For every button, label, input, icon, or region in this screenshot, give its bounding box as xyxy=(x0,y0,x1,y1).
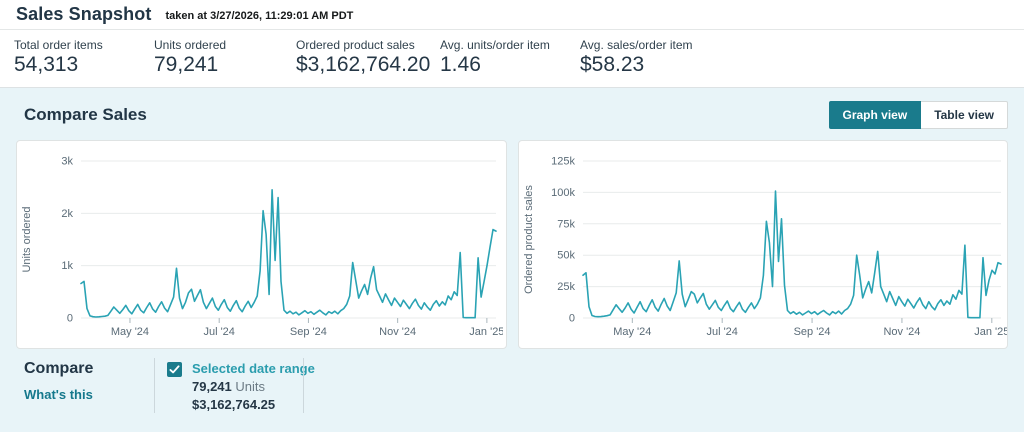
stat-label: Total order items xyxy=(14,38,103,52)
stat-label: Ordered product sales xyxy=(296,38,415,52)
x-tick-label: Jan '25 xyxy=(469,326,503,338)
page-header: Sales Snapshot taken at 3/27/2026, 11:29… xyxy=(0,0,1024,30)
legend-text: Selected date range 79,241 Units $3,162,… xyxy=(192,361,315,413)
x-tick-label: May '24 xyxy=(111,326,149,338)
y-tick-label: 125k xyxy=(551,156,575,168)
y-tick-label: 2k xyxy=(61,208,73,220)
selected-date-range-legend: Selected date range 79,241 Units $3,162,… xyxy=(155,358,315,413)
selected-date-range-label[interactable]: Selected date range xyxy=(192,361,315,376)
stat-value: 54,313 xyxy=(14,53,79,76)
graph-view-button[interactable]: Graph view xyxy=(828,101,922,129)
compare-sales-title: Compare Sales xyxy=(24,105,147,124)
stat-units-ordered: Units ordered 79,241 xyxy=(154,38,296,78)
stat-label: Avg. sales/order item xyxy=(580,38,693,52)
x-tick-label: Jul '24 xyxy=(203,326,234,338)
check-icon xyxy=(169,365,180,374)
stat-ordered-product-sales: Ordered product sales $3,162,764.20 xyxy=(296,38,440,78)
stat-avg-units-per-order-item: Avg. units/order item 1.46 xyxy=(440,38,580,78)
x-tick-label: Nov '24 xyxy=(883,326,920,338)
compare-footer: Compare What's this Selected date range … xyxy=(0,349,1024,413)
selected-date-range-checkbox[interactable] xyxy=(167,362,182,377)
y-axis-title: Units ordered xyxy=(21,206,33,272)
x-tick-label: Jan '25 xyxy=(974,326,1008,338)
y-tick-label: 0 xyxy=(67,313,73,325)
stat-value: 79,241 xyxy=(154,53,219,76)
x-tick-label: May '24 xyxy=(613,326,651,338)
compare-sales-header: Compare Sales Graph view Table view xyxy=(0,88,1024,140)
x-tick-label: Sep '24 xyxy=(290,326,327,338)
x-tick-label: Sep '24 xyxy=(793,326,830,338)
view-toggle: Graph view Table view xyxy=(828,101,1008,129)
stat-value: $58.23 xyxy=(580,53,645,76)
compare-sales-section: Compare Sales Graph view Table view 0 1k 2… xyxy=(0,88,1024,432)
legend-units-number: 79,241 xyxy=(192,379,232,394)
page-title: Sales Snapshot xyxy=(16,4,152,24)
footer-divider-right xyxy=(303,358,304,413)
whats-this-link[interactable]: What's this xyxy=(24,387,93,402)
stat-avg-sales-per-order-item: Avg. sales/order item $58.23 xyxy=(580,38,703,78)
snapshot-timestamp: taken at 3/27/2026, 11:29:01 AM PDT xyxy=(165,10,354,22)
stat-value: $3,162,764.20 xyxy=(296,53,431,76)
stat-value: 1.46 xyxy=(440,53,481,76)
stats-row: Total order items 54,313 Units ordered 7… xyxy=(0,30,1024,88)
data-line xyxy=(581,190,1002,319)
y-tick-label: 75k xyxy=(557,218,575,230)
charts-row: 0 1k 2k 3k May '24 Jul '24 Sep '24 Nov '24 Jan '… xyxy=(0,140,1024,349)
compare-footer-left: Compare What's this xyxy=(24,358,154,413)
data-line xyxy=(80,188,497,319)
y-axis-title: Ordered product sales xyxy=(523,185,535,294)
stat-label: Avg. units/order item xyxy=(440,38,550,52)
ordered-product-sales-chart-svg: 0 25k 50k 75k 100k 125k May '24 Jul '24 Sep '24 N… xyxy=(523,156,1008,339)
x-tick-label: Jul '24 xyxy=(706,326,737,338)
ordered-product-sales-chart: 0 25k 50k 75k 100k 125k May '24 Jul '24 Sep '24 N… xyxy=(517,140,1008,349)
y-tick-label: 25k xyxy=(557,281,575,293)
table-view-button[interactable]: Table view xyxy=(921,101,1008,129)
stat-total-order-items: Total order items 54,313 xyxy=(14,38,154,78)
units-ordered-chart: 0 1k 2k 3k May '24 Jul '24 Sep '24 Nov '24 Jan '… xyxy=(16,140,507,349)
x-tick-label: Nov '24 xyxy=(379,326,416,338)
compare-label: Compare xyxy=(24,360,94,377)
legend-units-value: 79,241 Units xyxy=(192,379,315,394)
y-tick-label: 1k xyxy=(61,260,73,272)
y-tick-label: 50k xyxy=(557,250,575,262)
footer-divider-left xyxy=(154,358,155,413)
stat-label: Units ordered xyxy=(154,38,227,52)
legend-sales-value: $3,162,764.25 xyxy=(192,397,276,412)
y-tick-label: 3k xyxy=(61,156,73,168)
y-tick-label: 0 xyxy=(568,313,574,325)
legend-units-suffix: Units xyxy=(235,379,266,394)
y-tick-label: 100k xyxy=(551,187,575,199)
units-ordered-chart-svg: 0 1k 2k 3k May '24 Jul '24 Sep '24 Nov '24 Jan '… xyxy=(21,156,503,339)
